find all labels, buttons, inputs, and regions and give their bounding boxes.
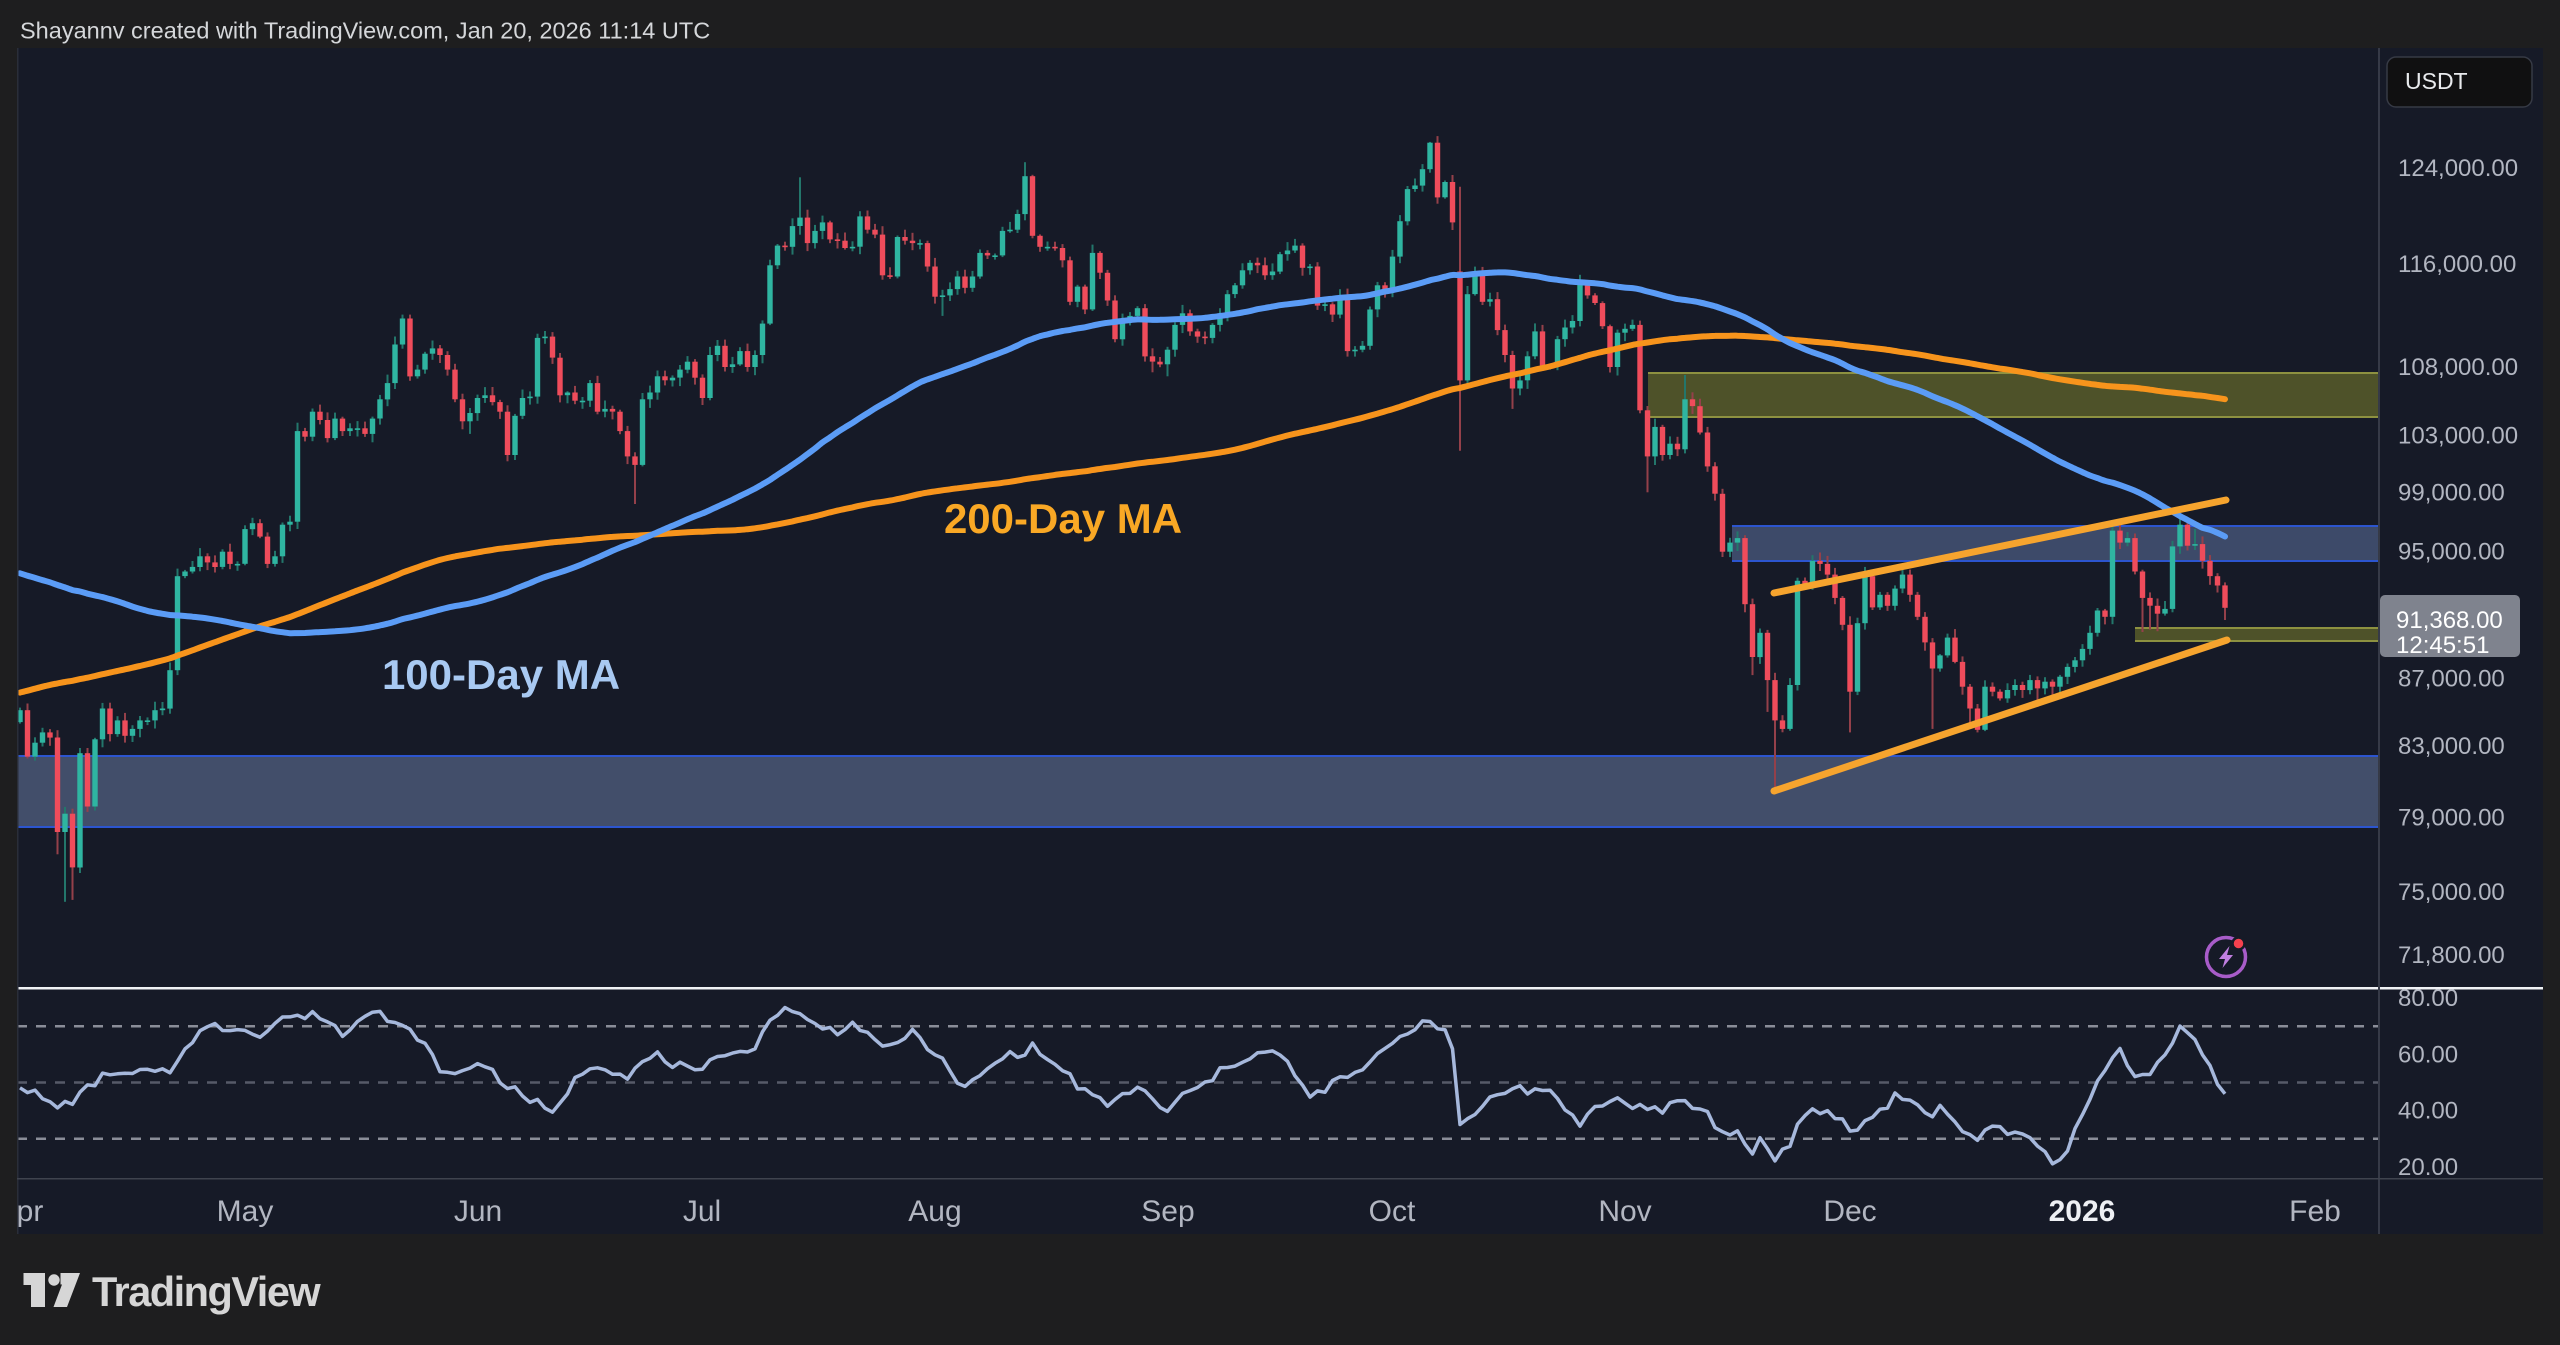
svg-text:2026: 2026 [2049, 1195, 2116, 1228]
svg-text:60.00: 60.00 [2398, 1041, 2458, 1068]
svg-text:40.00: 40.00 [2398, 1098, 2458, 1125]
svg-text:103,000.00: 103,000.00 [2398, 422, 2518, 449]
svg-text:108,000.00: 108,000.00 [2398, 354, 2518, 381]
svg-text:TradingView: TradingView [92, 1268, 321, 1315]
svg-text:USDT: USDT [2405, 68, 2468, 94]
svg-text:100-Day MA: 100-Day MA [382, 651, 620, 698]
svg-text:Oct: Oct [1369, 1195, 1416, 1228]
svg-text:83,000.00: 83,000.00 [2398, 733, 2505, 760]
svg-text:Jun: Jun [454, 1195, 502, 1228]
svg-text:124,000.00: 124,000.00 [2398, 155, 2518, 182]
svg-text:20.00: 20.00 [2398, 1154, 2458, 1181]
svg-text:Nov: Nov [1598, 1195, 1651, 1228]
svg-text:200-Day MA: 200-Day MA [944, 495, 1182, 542]
svg-text:95,000.00: 95,000.00 [2398, 539, 2505, 566]
svg-text:71,800.00: 71,800.00 [2398, 942, 2505, 969]
svg-text:80.00: 80.00 [2398, 985, 2458, 1012]
svg-text:Sep: Sep [1141, 1195, 1194, 1228]
svg-text:75,000.00: 75,000.00 [2398, 879, 2505, 906]
svg-text:May: May [217, 1195, 274, 1228]
svg-text:Dec: Dec [1823, 1195, 1876, 1228]
svg-text:87,000.00: 87,000.00 [2398, 665, 2505, 692]
svg-text:Aug: Aug [908, 1195, 961, 1228]
svg-text:12:45:51: 12:45:51 [2396, 632, 2489, 659]
svg-text:Feb: Feb [2289, 1195, 2341, 1228]
svg-text:99,000.00: 99,000.00 [2398, 479, 2505, 506]
svg-text:Jul: Jul [683, 1195, 721, 1228]
svg-text:91,368.00: 91,368.00 [2396, 607, 2503, 634]
svg-text:Shayannv created with TradingV: Shayannv created with TradingView.com, J… [20, 18, 710, 44]
svg-text:79,000.00: 79,000.00 [2398, 804, 2505, 831]
svg-text:116,000.00: 116,000.00 [2398, 251, 2516, 278]
